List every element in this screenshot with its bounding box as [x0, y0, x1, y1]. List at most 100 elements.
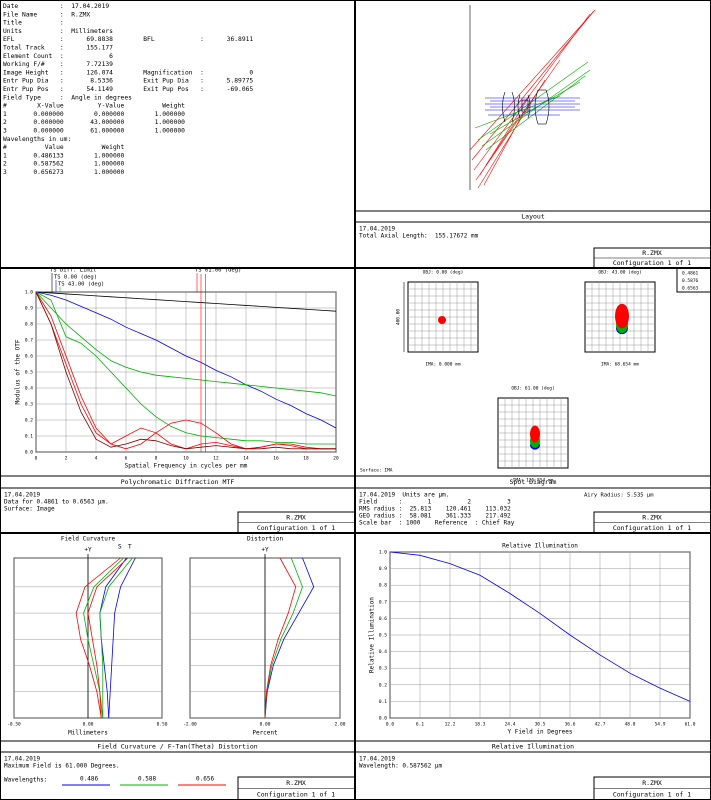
x-tick-label: 0.00 — [260, 722, 271, 728]
y-axis-label: Modulus of the OTF — [15, 339, 22, 404]
info-line: Scale bar : 1000 Reference : Chief Ray — [359, 520, 515, 527]
x-tick-label: 2 — [65, 456, 68, 462]
prescription-line: Field Type : Angle in degrees — [3, 94, 132, 101]
caption: Polychromatic Diffraction MTF — [121, 478, 235, 486]
legend-entry: TS 0.00 (deg) — [54, 275, 97, 281]
spot-field: OBJ: 0.00 (deg) — [423, 270, 464, 276]
x-tick-label: 0.0 — [386, 722, 394, 728]
legend-entry: 0.4861 — [682, 271, 699, 277]
info-line: Field : 1 2 3 — [359, 499, 511, 506]
series-line — [35, 291, 336, 445]
info-line: 17.04.2019 Units are µm. — [359, 492, 449, 499]
y-tick-label: 0.5 — [25, 370, 33, 376]
file-name: R.ZMX — [286, 779, 306, 787]
t-label: T — [128, 544, 132, 551]
x-tick-label: 14 — [243, 456, 249, 462]
wavelength: 0.588 — [138, 776, 156, 783]
axis-name: +Y — [84, 547, 92, 554]
config: Configuration 1 of 1 — [257, 524, 335, 532]
prescription-line: File Name : R.ZMX — [3, 11, 90, 18]
x-tick-label: 0 — [35, 456, 38, 462]
prescription-line: Wavelengths in um: — [3, 136, 71, 143]
file-name: R.ZMX — [286, 513, 306, 521]
y-tick-label: 0.9 — [25, 306, 33, 312]
chart-title: Distortion — [247, 536, 284, 543]
info-line: Wavelength: 0.587562 µm — [359, 763, 442, 770]
x-tick-label: 6 — [125, 456, 128, 462]
info-line: Maximum Field is 61.000 Degrees. — [4, 763, 120, 770]
x-tick-label: -0.50 — [7, 722, 21, 728]
info-line: Data for 0.4861 to 0.6563 µm. — [4, 499, 109, 506]
layout-drawing — [469, 5, 596, 190]
series-line — [87, 557, 129, 719]
x-tick-label: 20 — [333, 456, 339, 462]
prescription-line: 2 0.587562 1.000000 — [3, 161, 125, 168]
y-tick-label: 1.0 — [379, 550, 387, 556]
window-frame — [0, 0, 355, 268]
x-tick-label: 42.7 — [595, 722, 606, 728]
legend-entry: TS Diff. Limit — [50, 268, 96, 274]
x-tick-label: -2.00 — [183, 722, 197, 728]
spot-field: OBJ: 43.00 (deg) — [598, 270, 641, 276]
y-tick-label: 0.5 — [379, 633, 387, 639]
x-tick-label: 12.2 — [445, 722, 456, 728]
y-tick-label: 0.0 — [25, 450, 33, 456]
info-line: RMS radius : 25.813 120.461 113.032 — [359, 506, 511, 513]
y-tick-label: 0.1 — [379, 699, 387, 705]
spot — [615, 303, 629, 329]
series-line — [35, 291, 337, 429]
legend-entry: TS 43.00 (deg) — [58, 282, 104, 288]
prescription-line: Units : Millimeters — [3, 28, 113, 35]
scale-label: 400.00 — [396, 309, 402, 326]
info-line: 17.04.2019 — [359, 756, 396, 763]
legend-box — [676, 267, 711, 293]
y-tick-label: 0.6 — [25, 354, 33, 360]
series-line — [35, 291, 337, 312]
series-line — [35, 291, 337, 397]
y-tick-label: 0.8 — [379, 583, 387, 589]
x-tick-label: 12 — [213, 456, 219, 462]
series-line — [99, 557, 133, 718]
info-line: 17.04.2019 — [4, 756, 41, 763]
x-tick-label: 0.00 — [83, 722, 94, 728]
x-tick-label: 0.50 — [157, 722, 168, 728]
config: Configuration 1 of 1 — [613, 790, 691, 798]
x-tick-label: 8 — [155, 456, 158, 462]
prescription-line: 3 0.000000 61.000000 1.000000 — [3, 128, 185, 135]
prescription-line: # Value Weight — [3, 144, 125, 151]
caption: Spot Diagram — [510, 478, 557, 486]
series-line — [35, 291, 336, 450]
y-tick-label: 0.9 — [379, 566, 387, 572]
info-line: Surface: Image — [4, 506, 55, 513]
prescription-line: Entr Pup Pos : 54.1149 Exit Pup Pos : -6… — [3, 86, 253, 93]
caption: Layout — [521, 213, 545, 221]
y-tick-label: 0.7 — [25, 338, 33, 344]
wavelength: 0.656 — [196, 776, 214, 783]
wavelengths-label: Wavelengths: — [4, 777, 47, 784]
prescription-line: 2 0.000000 43.000000 1.000000 — [3, 119, 185, 126]
spot-image: IMA: 0.000 mm — [425, 362, 461, 368]
series-line — [108, 557, 136, 719]
airy-radius: Airy Radius: 5.535 µm — [584, 493, 654, 499]
surface: Surface: IMA — [360, 468, 393, 474]
file-name: R.ZMX — [642, 249, 662, 257]
y-tick-label: 0.1 — [25, 434, 33, 440]
prescription-line: # X-Value Y-Value Weight — [3, 103, 185, 110]
chart-title: Relative Illumination — [502, 543, 578, 550]
y-tick-label: 0.4 — [25, 386, 33, 392]
prescription-line: Element Count : 6 — [3, 53, 113, 60]
x-axis-label: Millimeters — [68, 730, 108, 737]
info-line: GEO radius : 58.081 361.333 217.492 — [359, 513, 511, 520]
prescription-line: EFL : 69.8838 BFL : 36.8911 — [3, 36, 253, 43]
legend-entry: 0.5876 — [682, 278, 699, 284]
chart-title: Field Curvature — [61, 536, 116, 543]
x-tick-label: 36.6 — [565, 722, 576, 728]
spot — [530, 425, 540, 443]
x-axis-label: Spatial Frequency in cycles per mm — [125, 463, 248, 470]
x-tick-label: 4 — [95, 456, 98, 462]
y-tick-label: 0.7 — [379, 599, 387, 605]
y-tick-label: 0.2 — [25, 418, 33, 424]
x-tick-label: 6.1 — [416, 722, 424, 728]
series-line — [389, 551, 691, 702]
